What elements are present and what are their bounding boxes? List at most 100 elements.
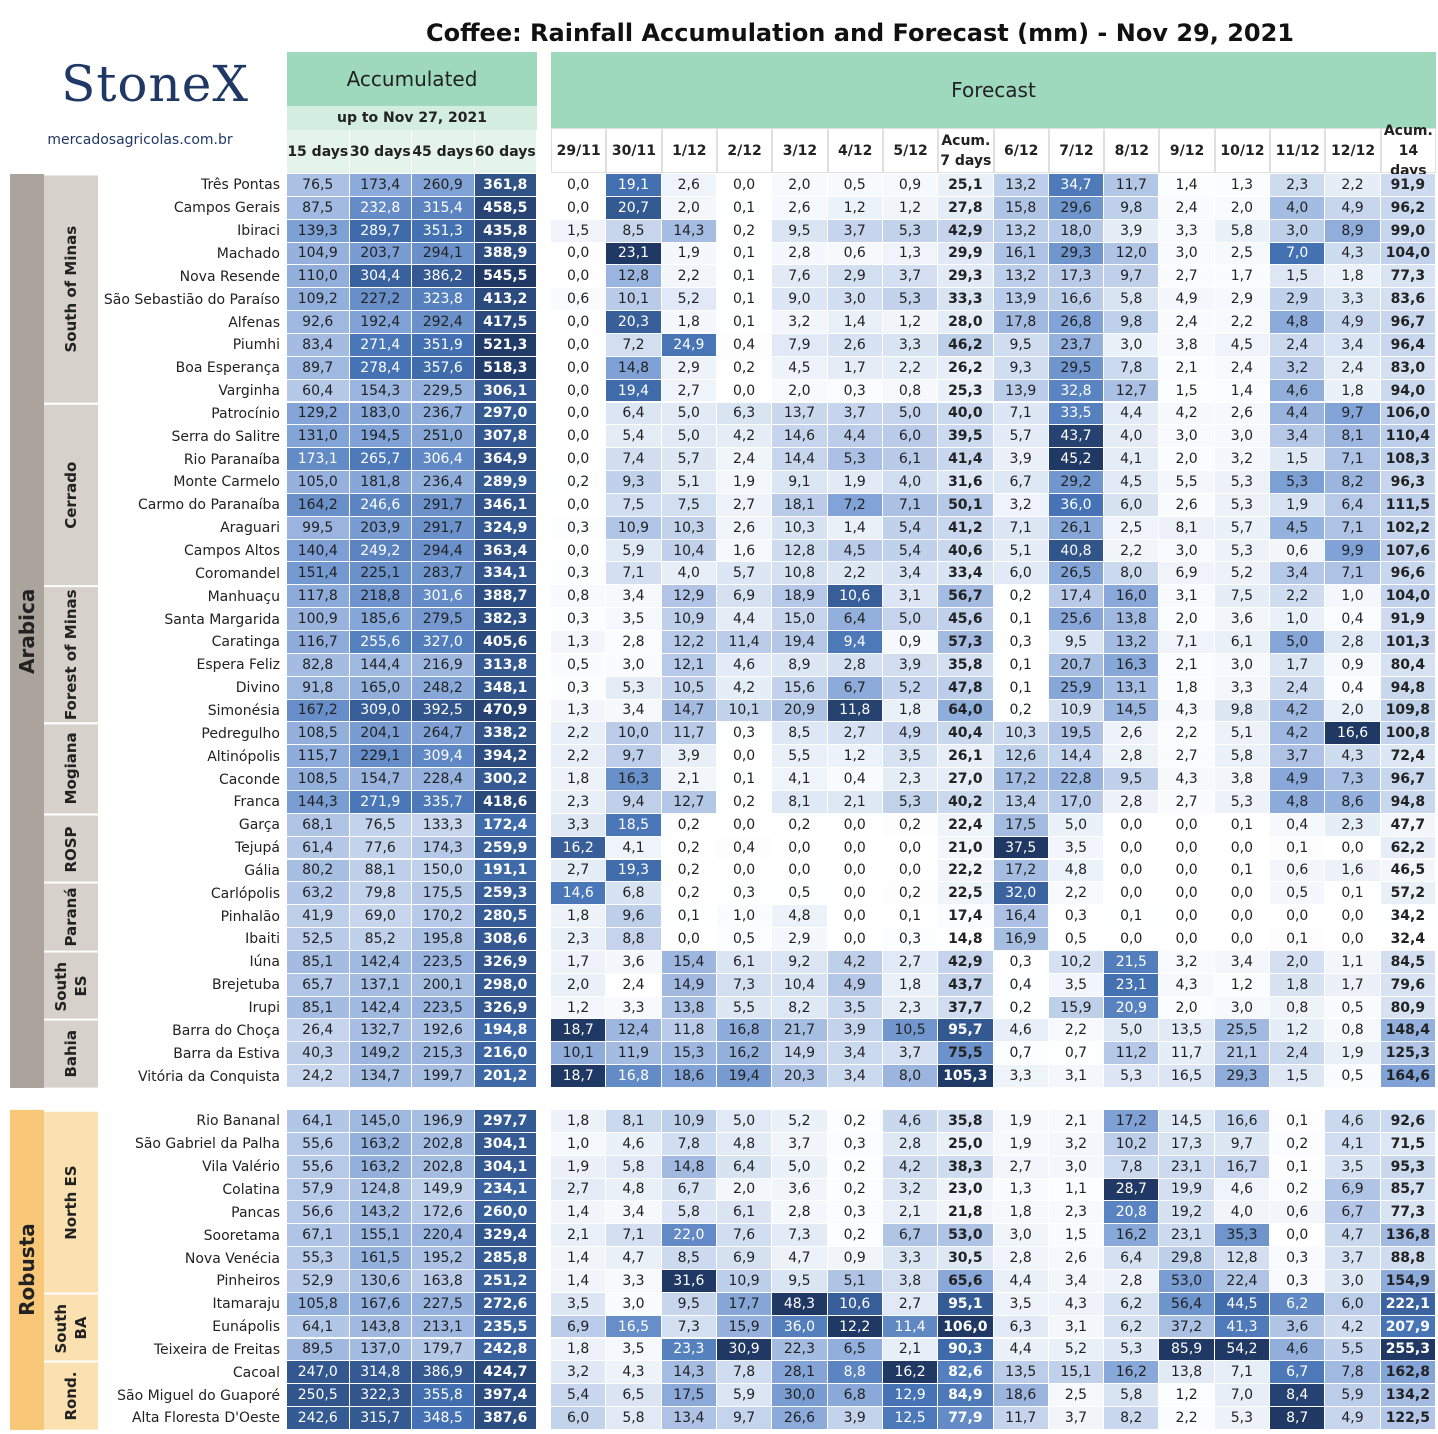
value-cell: 6,4 xyxy=(1104,1247,1160,1270)
value-cell: 4,2 xyxy=(716,676,773,700)
value-cell: 9,5 xyxy=(993,333,1049,357)
value-cell: 16,6 xyxy=(1325,722,1381,746)
value-cell: 91,8 xyxy=(287,676,350,700)
row-name: Divino xyxy=(235,680,280,697)
value-cell: 0,0 xyxy=(1104,928,1160,951)
row-name: Rio Paranaíba xyxy=(183,451,280,468)
value-cell: 23,3 xyxy=(661,1338,717,1362)
value-cell: 10,0 xyxy=(606,722,662,746)
value-cell: 2,9 xyxy=(827,265,883,289)
value-cell: 12,7 xyxy=(1104,379,1160,403)
value-cell: 92,6 xyxy=(1380,1110,1436,1133)
value-cell: 5,3 xyxy=(1214,790,1271,814)
value-cell: 2,0 xyxy=(1214,196,1271,220)
value-cell: 14,9 xyxy=(661,973,717,997)
value-cell: 2,5 xyxy=(1214,242,1271,266)
row-name: Vitória da Conquista xyxy=(137,1068,280,1085)
value-cell: 104,0 xyxy=(1380,585,1436,609)
value-cell: 3,7 xyxy=(1270,745,1326,769)
value-cell: 0,3 xyxy=(1048,905,1105,929)
value-cell: 9,7 xyxy=(716,1407,773,1430)
value-cell: 5,8 xyxy=(606,1155,662,1179)
value-cell: 0,2 xyxy=(551,471,607,494)
value-cell: 7,2 xyxy=(827,493,883,517)
column-header: 30 days xyxy=(349,130,412,173)
value-cell: 4,2 xyxy=(1325,1315,1381,1339)
column-header: 10/12 xyxy=(1214,128,1271,173)
value-cell: 2,7 xyxy=(827,722,883,746)
value-cell: 194,8 xyxy=(474,1019,537,1043)
value-cell: 0,3 xyxy=(716,722,773,746)
value-cell: 77,6 xyxy=(349,836,412,860)
value-cell: 6,4 xyxy=(827,608,883,631)
value-cell: 291,7 xyxy=(412,516,475,540)
value-cell: 418,6 xyxy=(474,790,537,814)
value-cell: 0,1 xyxy=(882,905,939,929)
value-cell: 225,1 xyxy=(349,562,412,586)
value-cell: 3,0 xyxy=(1159,242,1215,266)
value-cell: 289,7 xyxy=(349,219,412,243)
value-cell: 22,5 xyxy=(938,882,994,906)
value-cell: 4,5 xyxy=(1214,333,1271,357)
value-cell: 3,5 xyxy=(551,1292,607,1316)
value-cell: 149,2 xyxy=(349,1042,412,1066)
value-cell: 4,3 xyxy=(1325,242,1381,266)
value-cell: 0,8 xyxy=(1270,996,1326,1020)
value-cell: 0,2 xyxy=(772,813,828,837)
value-cell: 29,3 xyxy=(1214,1065,1271,1088)
value-cell: 1,5 xyxy=(1270,448,1326,472)
value-cell: 16,8 xyxy=(716,1019,773,1043)
value-cell: 19,1 xyxy=(606,174,662,197)
value-cell: 6,0 xyxy=(551,1407,607,1430)
value-cell: 283,7 xyxy=(412,562,475,586)
row-name: Espera Feliz xyxy=(196,657,280,674)
value-cell: 2,0 xyxy=(1325,699,1381,723)
value-cell: 10,9 xyxy=(661,608,717,631)
value-cell: 308,6 xyxy=(474,928,537,951)
value-cell: 3,0 xyxy=(1104,333,1160,357)
value-cell: 2,0 xyxy=(716,1178,773,1202)
value-cell: 3,4 xyxy=(1270,562,1326,586)
value-cell: 9,5 xyxy=(772,219,828,243)
value-cell: 242,8 xyxy=(474,1338,537,1362)
value-cell: 0,6 xyxy=(551,288,607,312)
row-name: Três Pontas xyxy=(200,177,280,194)
value-cell: 9,5 xyxy=(1048,631,1105,654)
value-cell: 26,8 xyxy=(1048,311,1105,334)
value-cell: 26,1 xyxy=(938,745,994,769)
value-cell: 0,3 xyxy=(827,1132,883,1156)
value-cell: 12,8 xyxy=(772,539,828,563)
column-header: 29/11 xyxy=(551,128,607,173)
value-cell: 2,3 xyxy=(1048,1201,1105,1225)
region-label: Cerrado xyxy=(44,402,98,586)
value-cell: 0,9 xyxy=(1325,653,1381,677)
value-cell: 96,2 xyxy=(1380,196,1436,220)
value-cell: 164,6 xyxy=(1380,1065,1436,1088)
value-cell: 322,3 xyxy=(349,1384,412,1408)
value-cell: 236,7 xyxy=(412,402,475,426)
value-cell: 0,3 xyxy=(551,676,607,700)
value-cell: 11,7 xyxy=(661,722,717,746)
value-cell: 327,0 xyxy=(412,631,475,654)
value-cell: 22,0 xyxy=(661,1224,717,1248)
value-cell: 7,1 xyxy=(1325,516,1381,540)
value-cell: 84,5 xyxy=(1380,950,1436,974)
value-cell: 3,0 xyxy=(827,288,883,312)
value-cell: 3,9 xyxy=(993,448,1049,472)
value-cell: 89,5 xyxy=(287,1338,350,1362)
value-cell: 2,8 xyxy=(993,1247,1049,1270)
value-cell: 10,9 xyxy=(661,1110,717,1133)
website: mercadosagricolas.com.br xyxy=(47,132,233,148)
value-cell: 4,3 xyxy=(1048,1292,1105,1316)
value-cell: 57,2 xyxy=(1380,882,1436,906)
value-cell: 2,5 xyxy=(1048,1384,1105,1408)
value-cell: 7,1 xyxy=(1214,1361,1271,1385)
value-cell: 13,5 xyxy=(993,1361,1049,1385)
value-cell: 11,2 xyxy=(1104,1042,1160,1066)
value-cell: 42,9 xyxy=(938,950,994,974)
value-cell: 137,1 xyxy=(349,973,412,997)
value-cell: 3,9 xyxy=(827,1407,883,1430)
value-cell: 9,7 xyxy=(1325,402,1381,426)
column-header: 1/12 xyxy=(661,128,717,173)
value-cell: 0,9 xyxy=(827,1247,883,1270)
